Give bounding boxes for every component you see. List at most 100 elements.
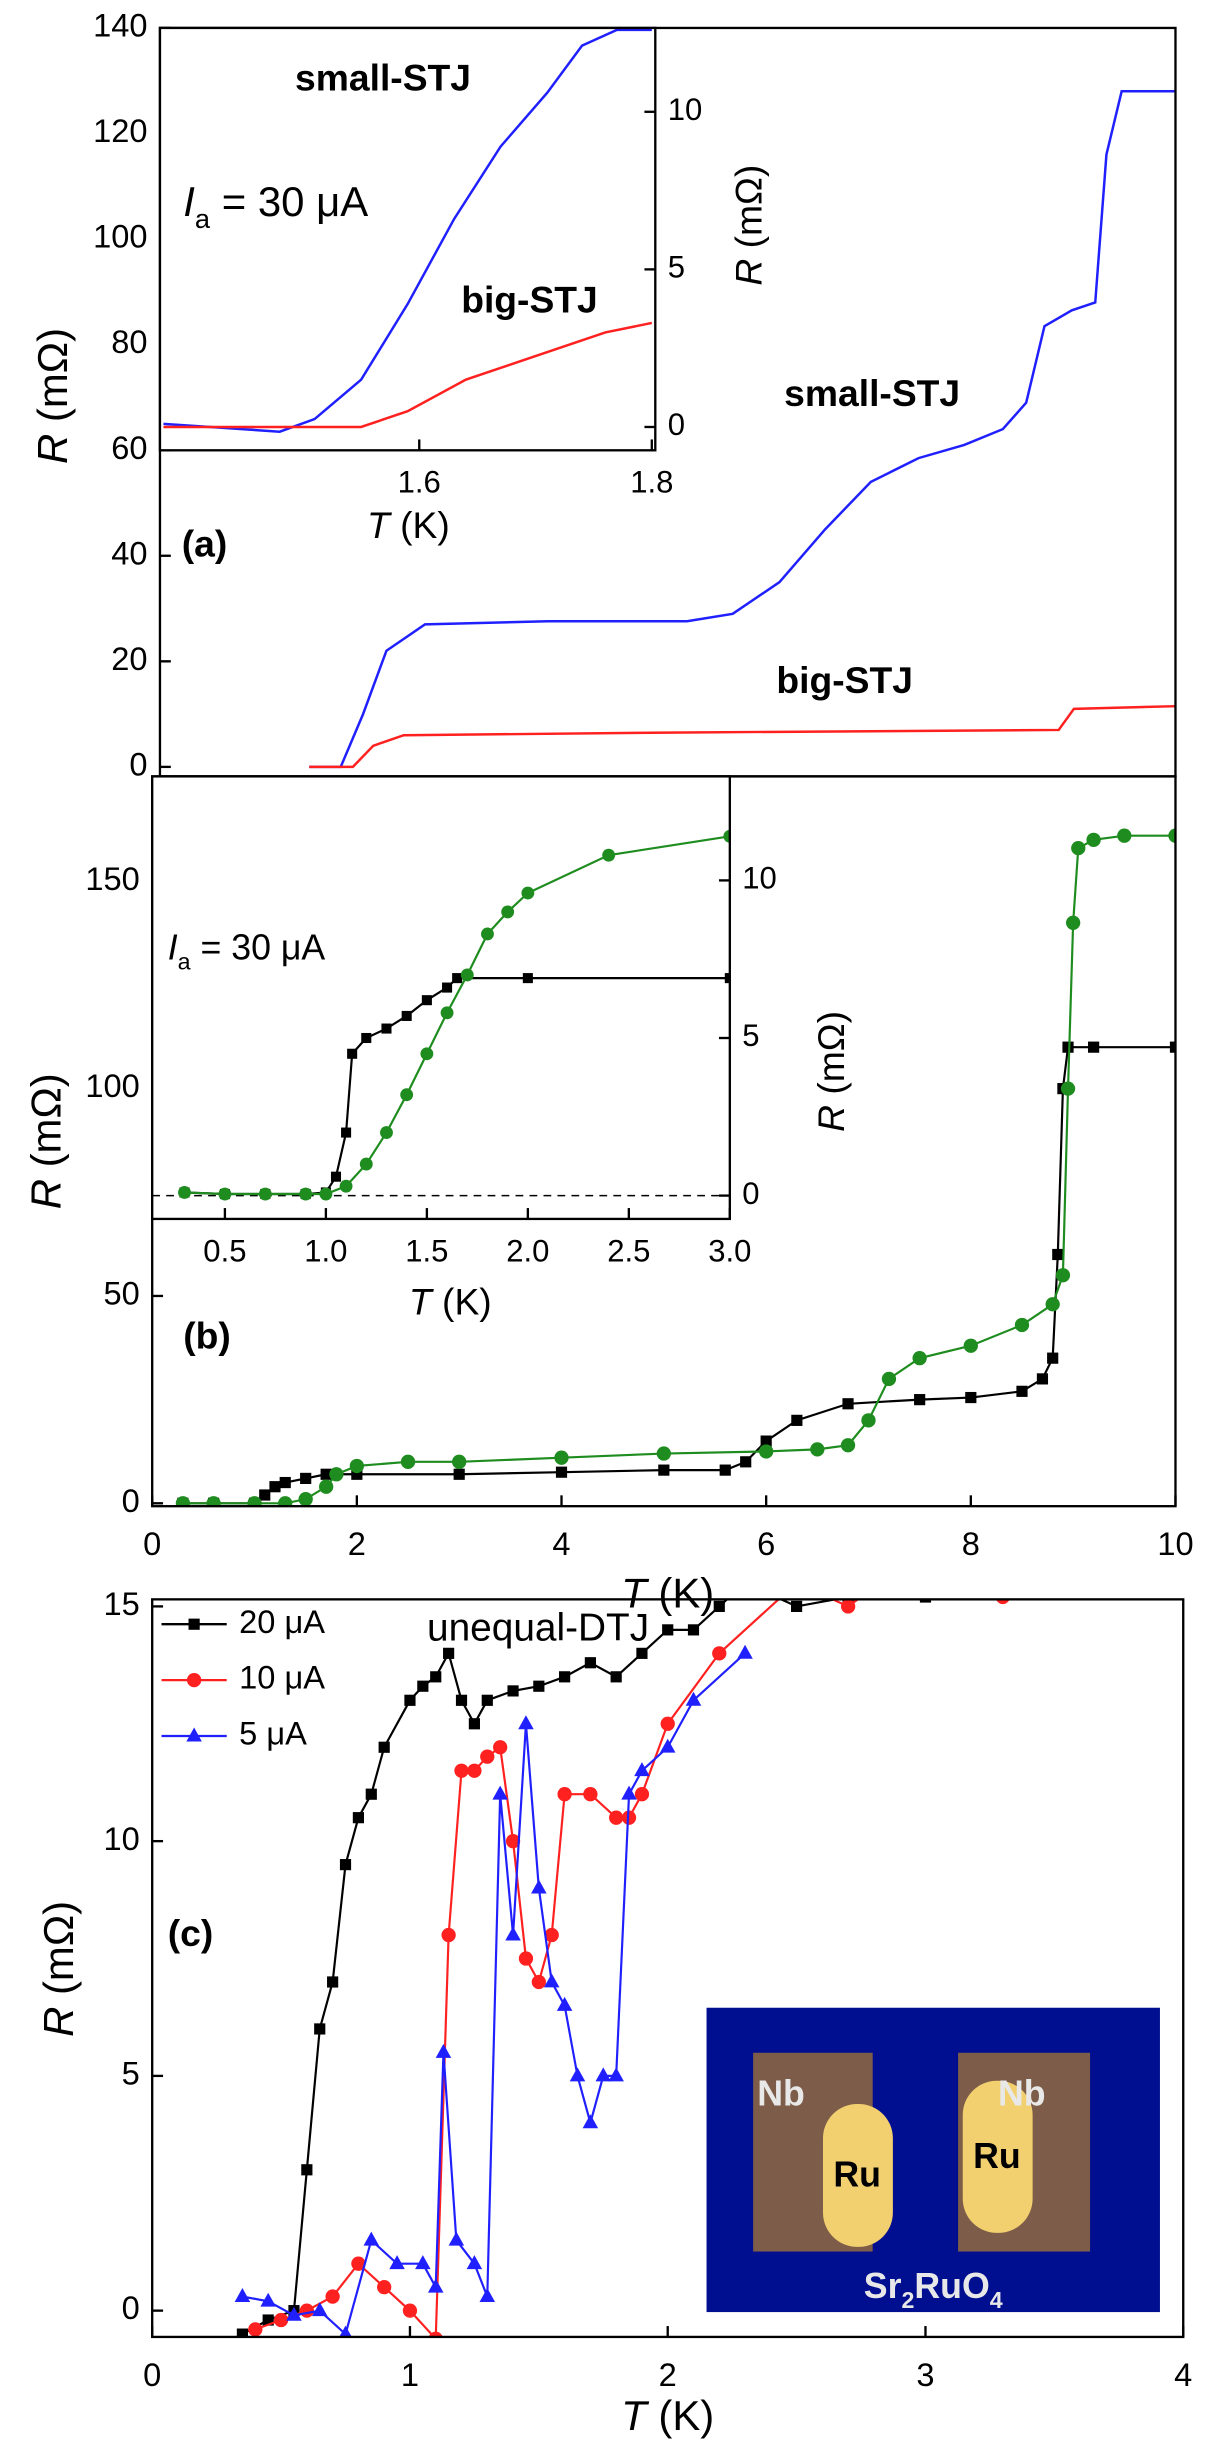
marker [492,1785,508,1800]
marker [441,1927,456,1943]
marker [339,1179,353,1193]
inset-background [152,776,730,1219]
marker [610,1671,622,1683]
marker [452,1454,467,1469]
marker [481,927,494,941]
marker [175,1496,191,1507]
marker [381,1023,392,1034]
text-part: I [168,928,178,968]
y-axis-label: R (mΩ) [23,1073,70,1209]
marker [914,1394,926,1406]
marker [186,1727,202,1742]
series-line [241,1599,842,2336]
marker [919,1599,932,1603]
y-tick-label: 50 [104,1275,140,1312]
text-part: (mΩ) [29,328,76,434]
marker [389,2255,405,2270]
marker [1062,1041,1074,1053]
marker [759,1444,774,1459]
marker [327,1976,339,1988]
x-tick-label: 1.0 [304,1233,347,1268]
marker [421,995,432,1006]
y-tick-label: 0 [122,2289,140,2326]
marker [543,1973,560,1988]
x-axis-label: T (K) [409,1280,492,1322]
marker [347,1048,358,1059]
marker [1117,828,1132,843]
marker [569,2067,586,2082]
marker [262,2314,274,2326]
text-part: R [23,1179,70,1209]
marker [501,905,515,919]
plot-frame [151,1598,1185,2339]
annotation: (b) [183,1314,231,1356]
marker [518,1715,534,1730]
marker [454,1763,469,1778]
marker [234,2288,251,2302]
marker [505,1926,521,1941]
marker [965,1391,977,1404]
marker [1052,1248,1064,1261]
ru-inclusion [962,2080,1033,2233]
marker [248,2322,263,2337]
marker [349,1458,364,1474]
marker [595,2067,612,2082]
diagram-label: Nb [757,2074,805,2114]
y-tick-label: 140 [93,7,147,44]
annotation: (a) [182,522,228,564]
marker [448,2231,465,2246]
marker [531,1879,547,1894]
marker [881,1371,897,1387]
annotation: big-STJ [776,659,913,701]
text-part: R [29,434,76,464]
marker [415,2255,431,2270]
text-part: T [409,1280,434,1322]
marker [417,1680,429,1692]
y-tick-label: 100 [85,1067,139,1104]
marker [480,1749,495,1764]
marker [602,848,616,862]
ru-inclusion [822,2104,893,2247]
marker [1168,828,1176,843]
marker [401,1010,412,1021]
y-tick-label: 10 [104,1820,140,1857]
marker [522,973,533,984]
text-part: (mΩ) [23,1073,70,1179]
text-part: (K) [432,1280,492,1322]
marker [841,1599,856,1614]
series-line [163,321,653,429]
series-line [309,704,1176,769]
marker [912,1351,927,1366]
marker [1060,1081,1076,1096]
marker [608,2067,624,2082]
marker [556,1996,573,2011]
marker [330,1171,342,1182]
marker [259,1489,271,1501]
marker [380,1126,393,1139]
x-tick-label: 1.5 [405,1233,448,1268]
x-axis-label: T (K) [621,1569,714,1616]
y-tick-label: 0 [742,1176,759,1211]
y-tick-label: 20 [111,640,147,677]
marker [301,2164,313,2176]
marker [186,1672,202,1688]
marker [621,1785,637,1800]
series-line [163,28,652,433]
marker [443,1647,455,1659]
marker [428,2331,443,2337]
y-tick-label: 120 [93,112,147,149]
y-axis-label: R (mΩ) [810,1011,852,1132]
marker [554,1450,569,1465]
marker [609,1810,624,1825]
marker [298,1492,313,1507]
marker [1086,832,1101,847]
x-tick-label: 2 [348,1525,366,1562]
marker [378,1741,390,1753]
marker [634,1787,650,1802]
marker [319,1479,334,1494]
marker [299,2303,314,2318]
x-tick-label: 3.0 [708,1233,751,1268]
marker [582,2114,599,2129]
marker [724,973,730,984]
